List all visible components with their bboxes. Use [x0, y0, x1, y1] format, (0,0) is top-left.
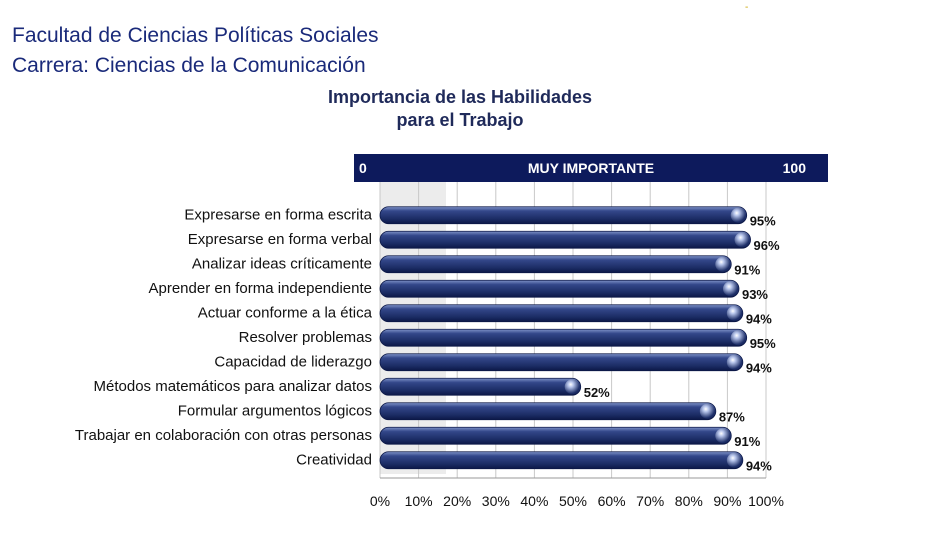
faculty-title: Facultad de Ciencias Políticas Sociales: [12, 24, 379, 47]
banner-label: MUY IMPORTANTE: [527, 160, 655, 176]
bar-end-cap: [699, 403, 715, 419]
chart-title-line-2: para el Trabajo: [396, 110, 524, 130]
banner-min: 0: [359, 160, 367, 176]
category-label: Analizar ideas críticamente: [192, 255, 372, 272]
bar-end-cap: [722, 281, 738, 297]
bar-end-cap: [564, 379, 580, 395]
x-tick-label: 30%: [482, 493, 510, 509]
bar: [379, 279, 740, 298]
category-label: Aprender en forma independiente: [149, 280, 373, 297]
category-label: Actuar conforme a la ética: [198, 304, 373, 321]
bar-end-cap: [730, 330, 746, 346]
bar-end-cap: [734, 232, 750, 248]
value-label: 91%: [734, 434, 760, 449]
bar-end-cap: [715, 428, 731, 444]
bar-end-cap: [726, 452, 742, 468]
bar: [379, 206, 748, 225]
value-label: 95%: [750, 336, 776, 351]
banner-max: 100: [782, 160, 806, 176]
x-tick-label: 60%: [598, 493, 626, 509]
value-label: 94%: [746, 311, 772, 326]
category-label: Creatividad: [296, 451, 372, 468]
value-label: 93%: [742, 287, 768, 302]
x-tick-label: 10%: [405, 493, 433, 509]
bar-end-cap: [715, 256, 731, 272]
category-label: Métodos matemáticos para analizar datos: [94, 378, 372, 395]
x-tick-label: 50%: [559, 493, 587, 509]
bar: [379, 451, 744, 470]
value-label: 94%: [746, 458, 772, 473]
importance-banner: 0 MUY IMPORTANTE 100: [354, 154, 828, 182]
category-label: Expresarse en forma escrita: [184, 206, 372, 223]
career-title: Carrera: Ciencias de la Comunicación: [12, 54, 366, 77]
bar: [379, 402, 717, 421]
x-tick-label: 0%: [370, 493, 390, 509]
x-tick-label: 80%: [675, 493, 703, 509]
category-label: Expresarse en forma verbal: [188, 231, 372, 248]
bar: [379, 328, 748, 347]
corner-mark: -: [745, 2, 749, 13]
value-label: 87%: [719, 409, 745, 424]
x-tick-label: 70%: [636, 493, 664, 509]
bar-end-cap: [726, 354, 742, 370]
bar: [379, 377, 582, 396]
category-label: Capacidad de liderazgo: [214, 353, 372, 370]
bar-end-cap: [730, 207, 746, 223]
bar: [379, 230, 751, 249]
bar: [379, 304, 744, 323]
value-label: 52%: [584, 385, 610, 400]
bar: [379, 255, 732, 274]
bars: [379, 206, 751, 470]
x-tick-label: 40%: [520, 493, 548, 509]
x-tick-label: 20%: [443, 493, 471, 509]
x-axis: 0% 10% 20% 30% 40% 50% 60% 70% 80% 90% 100%: [370, 477, 784, 509]
chart-title-line-1: Importancia de las Habilidades: [327, 87, 593, 107]
bar: [379, 426, 732, 445]
bar-end-cap: [726, 305, 742, 321]
category-label: Formular argumentos lógicos: [178, 402, 372, 419]
x-tick-label: 100%: [748, 493, 784, 509]
value-label: 96%: [754, 238, 780, 253]
category-label: Resolver problemas: [239, 329, 372, 346]
x-tick-label: 90%: [713, 493, 741, 509]
category-labels: 95% Expresarse en forma escrita 96% Expresa…: [75, 206, 780, 473]
bar: [379, 353, 744, 372]
value-label: 95%: [750, 213, 776, 228]
value-label: 91%: [734, 262, 760, 277]
value-label: 94%: [746, 360, 772, 375]
category-label: Trabajar en colaboración con otras perso…: [75, 427, 372, 444]
